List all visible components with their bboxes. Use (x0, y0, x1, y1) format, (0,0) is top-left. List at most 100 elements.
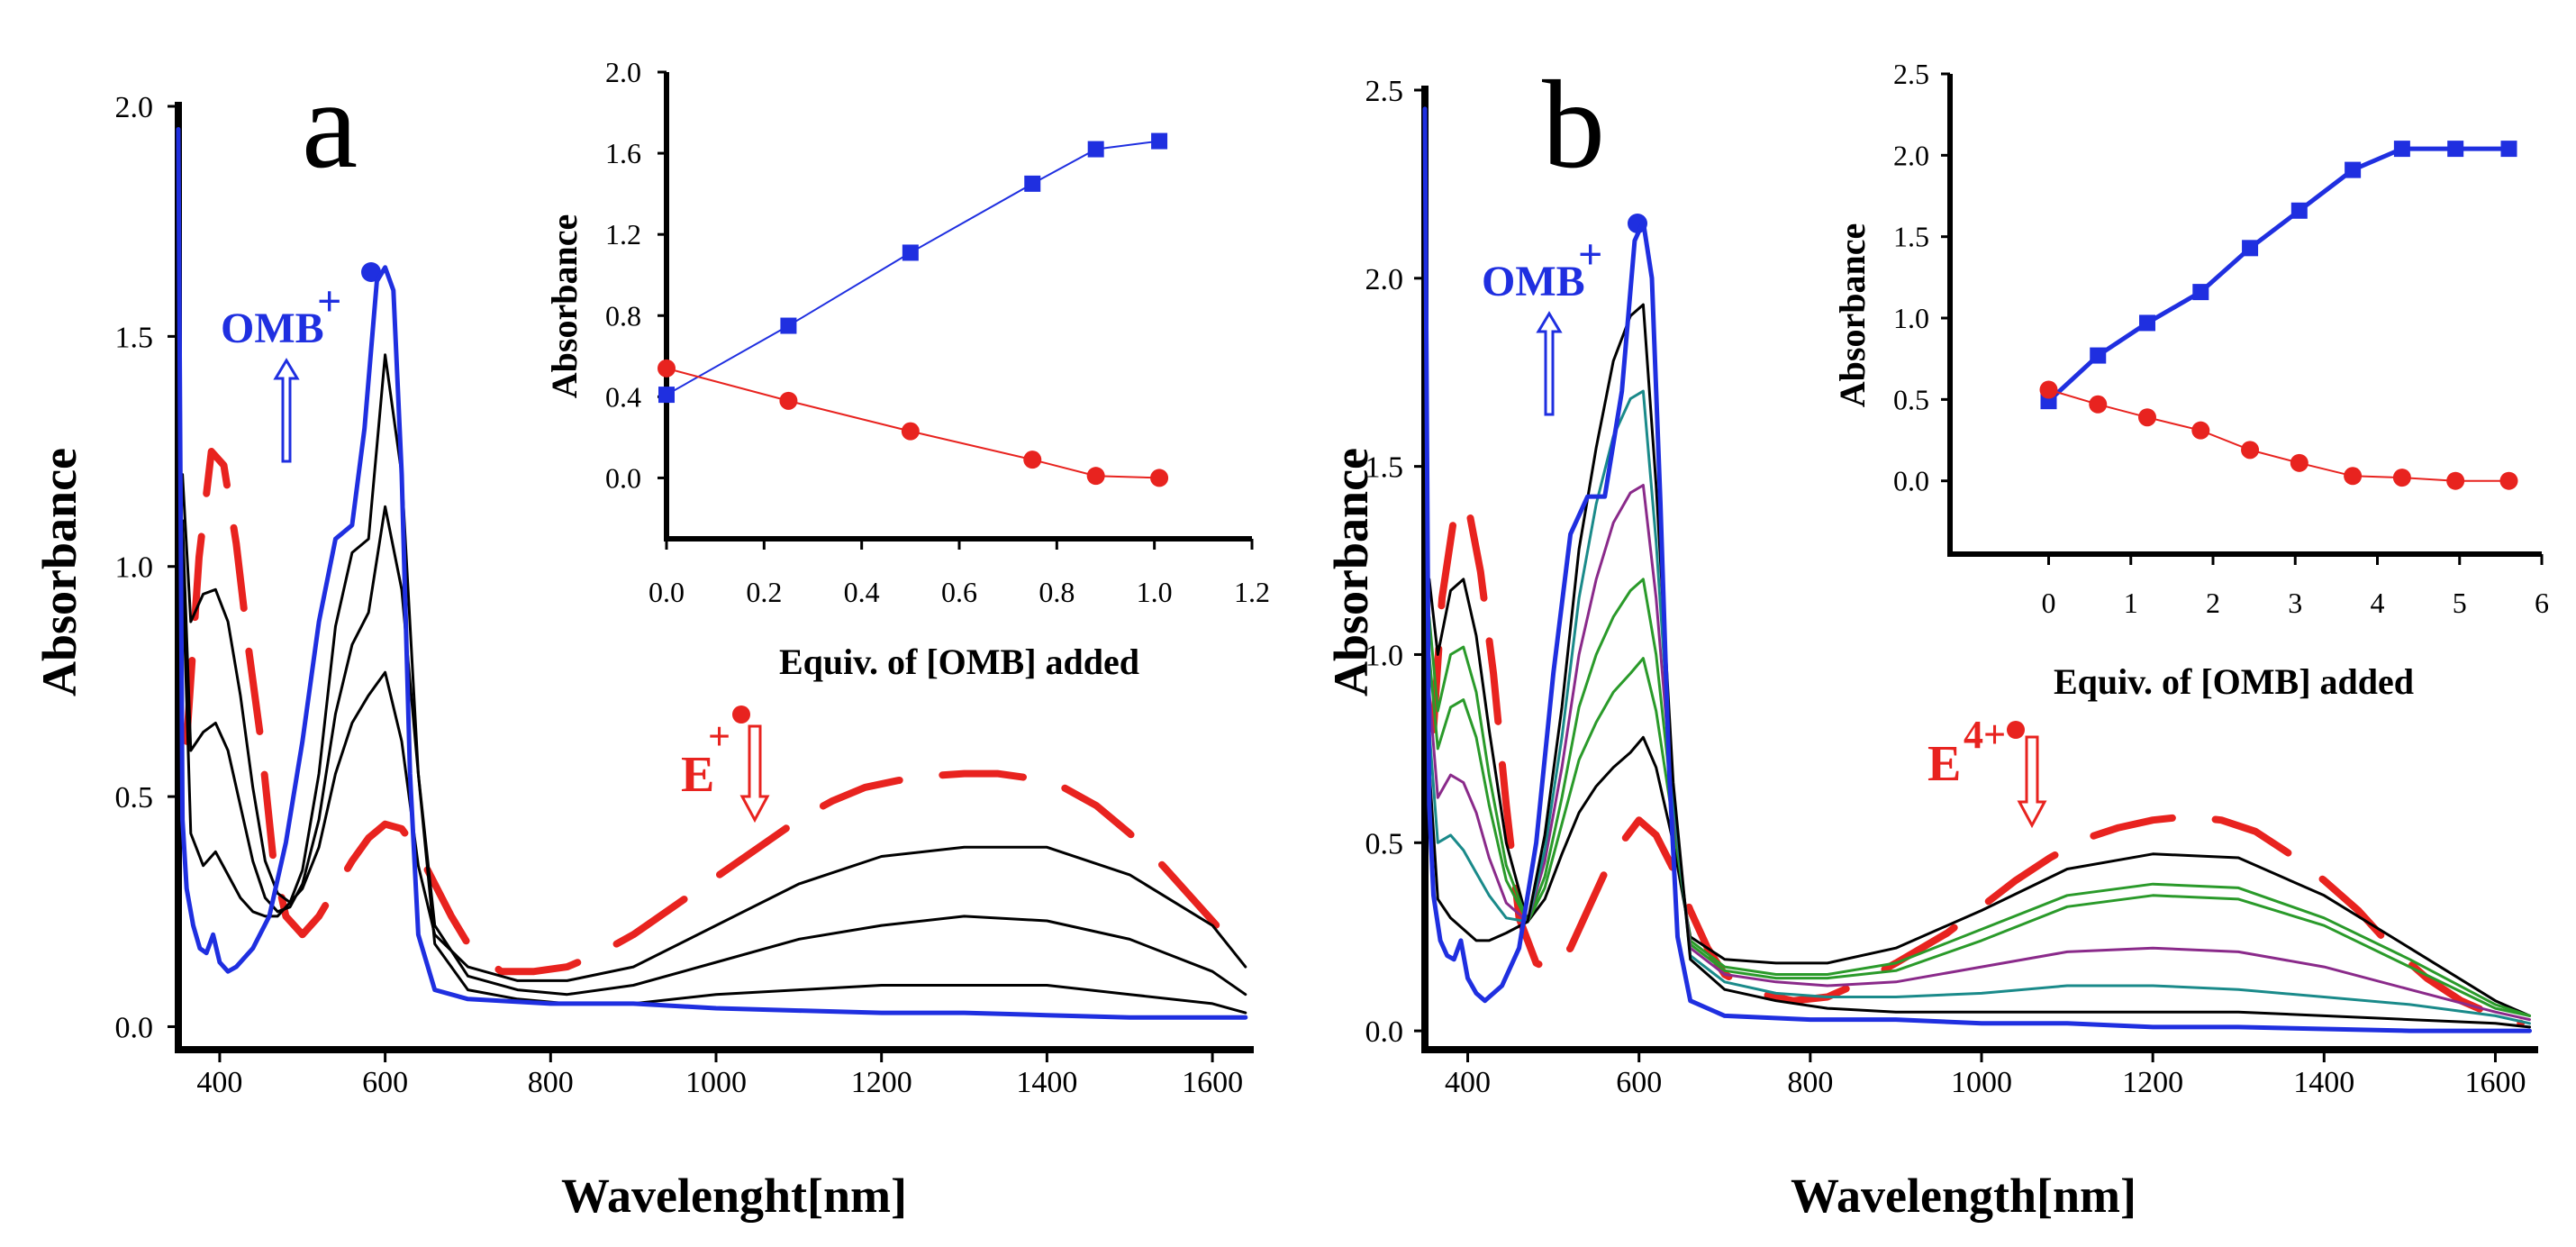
x-tick-label: 1200 (851, 1066, 912, 1099)
inset-point-square (2139, 314, 2155, 332)
series-line-4 (1428, 484, 2531, 1022)
inset-point-square (658, 387, 675, 404)
e-sup-b: 4+ (1964, 713, 2006, 757)
inset-point-circle (2089, 395, 2108, 414)
inset-x-tick-label: 0.4 (844, 576, 880, 608)
inset-point-square (2192, 284, 2209, 301)
inset-point-square (780, 317, 797, 334)
inset-y-tick-label: 2.5 (1893, 58, 1929, 90)
inset-point-square (2290, 202, 2308, 219)
inset-x-tick-label: 1.2 (1234, 576, 1270, 608)
inset-y-tick-label: 0.4 (605, 380, 641, 413)
inset-x-tick-label: 5 (2453, 587, 2467, 619)
down-arrow-icon (2017, 735, 2047, 829)
inset-point-circle (779, 391, 798, 410)
inset-point-circle (658, 359, 676, 378)
series-line-1 (181, 473, 1247, 982)
inset-y-tick-label: 0.0 (605, 461, 641, 494)
y-axis-title-a: Absorbance (32, 448, 86, 696)
x-tick-label: 1000 (1951, 1066, 2012, 1099)
inset-y-axis-title: Absorbance (1832, 223, 1873, 407)
inset-point-square (2090, 347, 2107, 364)
x-axis-title-a: Wavelenght[nm] (561, 1169, 907, 1223)
e-radical-dot-b (2007, 721, 2025, 739)
omb-sup-b: + (1578, 231, 1602, 278)
inset-x-tick-label: 3 (2288, 587, 2302, 619)
series-line-3 (181, 353, 1247, 1015)
inset-point-circle (2241, 441, 2260, 460)
panel-a: a Wavelenght[nm] Absorbance OMB + E + 40… (32, 55, 1270, 1223)
inset-x-tick-label: 0.6 (941, 576, 977, 608)
omb-radical-dot-a (361, 262, 381, 282)
inset-point-circle (2039, 380, 2058, 399)
down-arrow-icon (739, 724, 770, 824)
inset-point-circle (1086, 467, 1105, 486)
inset-y-tick-label: 0.5 (1893, 383, 1929, 415)
inset-y-tick-label: 1.5 (1893, 221, 1929, 253)
y-tick-label: 1.5 (115, 321, 154, 354)
inset-x-tick-label: 6 (2535, 587, 2549, 619)
panel-b: b Wavelength[nm] Absorbance OMB + E 4+ 4… (1324, 55, 2549, 1223)
e-sup-a: + (708, 715, 730, 759)
series-line-2 (1428, 615, 2531, 1017)
x-tick-label: 1600 (1182, 1066, 1243, 1099)
inset-x-tick-label: 0.0 (649, 576, 685, 608)
series-line-5 (1428, 389, 2531, 1025)
inset-y-tick-label: 2.0 (605, 56, 641, 88)
x-tick-label: 1000 (685, 1066, 747, 1099)
inset-point-square (902, 244, 919, 261)
e-label-a: E (681, 747, 714, 803)
y-tick-label: 2.0 (115, 91, 154, 124)
omb-annotation-b: OMB + (1482, 214, 1647, 416)
inset-point-square (2393, 141, 2410, 158)
omb-label-a: OMB (221, 305, 324, 352)
inset-point-circle (1150, 469, 1169, 487)
inset-series-line-0 (2046, 146, 2509, 404)
inset-x-axis-title: Equiv. of [OMB] added (779, 642, 1139, 682)
x-tick-label: 800 (1787, 1066, 1833, 1099)
series-line-3 (1428, 578, 2531, 1017)
x-tick-label: 600 (1616, 1066, 1662, 1099)
x-tick-label: 800 (528, 1066, 574, 1099)
inset-point-square (2345, 161, 2362, 178)
up-arrow-icon (273, 358, 300, 463)
e-label-b: E (1927, 736, 1961, 792)
series-line-4 (176, 127, 1248, 1020)
y-tick-label: 0.5 (1365, 827, 1404, 860)
inset-y-tick-label: 1.6 (605, 137, 641, 169)
inset-point-circle (2344, 467, 2363, 486)
up-arrow-icon (1536, 311, 1563, 416)
y-tick-label: 2.0 (1365, 263, 1404, 296)
inset-series-line-1 (2048, 388, 2509, 482)
inset-x-tick-label: 1.0 (1137, 576, 1173, 608)
x-tick-label: 1400 (1016, 1066, 1077, 1099)
x-tick-label: 600 (362, 1066, 408, 1099)
inset-series-line-1 (666, 367, 1160, 479)
y-tick-label: 0.5 (115, 781, 154, 815)
inset-point-square (2500, 141, 2517, 158)
inset-point-circle (2191, 421, 2210, 440)
y-tick-label: 1.5 (1365, 451, 1404, 485)
inset-point-square (1087, 141, 1104, 158)
inset-y-tick-label: 0.0 (1893, 465, 1929, 497)
omb-annotation-a: OMB + (221, 262, 381, 463)
inset-y-axis-title: Absorbance (544, 214, 585, 398)
inset-point-circle (2138, 408, 2156, 427)
inset-x-tick-label: 4 (2371, 587, 2385, 619)
e-radical-dot-a (732, 705, 750, 724)
inset-series-line-0 (666, 140, 1160, 396)
x-axis-title-b: Wavelength[nm] (1791, 1169, 2136, 1223)
inset-x-tick-label: 0 (2042, 587, 2056, 619)
inset-point-circle (901, 422, 920, 441)
x-tick-label: 400 (196, 1066, 242, 1099)
inset-x-tick-label: 1 (2124, 587, 2138, 619)
inset-x-tick-label: 0.8 (1039, 576, 1075, 608)
inset-point-circle (2392, 469, 2411, 487)
series-line-2 (181, 505, 1247, 997)
y-axis-title-b: Absorbance (1324, 448, 1378, 696)
inset-point-square (2447, 141, 2464, 158)
omb-sup-a: + (317, 278, 341, 325)
inset-x-tick-label: 0.2 (746, 576, 782, 608)
panel-label-b: b (1542, 55, 1605, 195)
series-line-0 (183, 448, 1249, 976)
